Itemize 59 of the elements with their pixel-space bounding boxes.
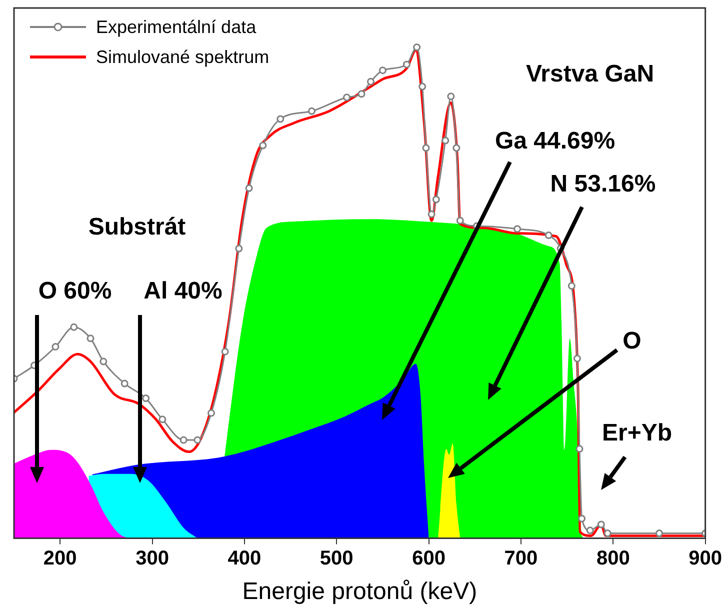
x-tick-label: 300	[136, 548, 169, 570]
point	[194, 436, 202, 444]
point	[208, 409, 216, 417]
point	[432, 196, 440, 204]
point	[276, 115, 284, 123]
annotation: Al 40%	[144, 278, 222, 305]
annotation: O 60%	[38, 278, 112, 305]
point	[86, 334, 94, 342]
point	[308, 107, 316, 115]
x-tick-label: 200	[43, 548, 77, 570]
point	[120, 380, 128, 388]
point	[378, 66, 386, 74]
point	[655, 530, 663, 538]
point	[514, 225, 522, 233]
point	[100, 358, 108, 366]
annotation: O	[622, 328, 642, 355]
point	[568, 282, 576, 290]
point	[343, 94, 351, 102]
legend-label: Experimentální data	[96, 16, 256, 38]
point	[456, 216, 464, 224]
point	[413, 44, 421, 52]
point	[578, 514, 586, 522]
point	[259, 142, 267, 150]
x-tick-label: 800	[596, 548, 630, 570]
x-tick-label: 400	[228, 548, 262, 570]
point	[70, 323, 78, 331]
annotation: Ga 44.69%	[494, 128, 616, 155]
x-tick-label: 600	[412, 548, 446, 570]
point	[447, 92, 455, 100]
point	[544, 232, 552, 240]
point	[586, 526, 594, 534]
annotation: Er+Yb	[602, 420, 672, 447]
point	[422, 144, 430, 152]
annotation: N 53.16%	[550, 170, 656, 198]
point	[358, 90, 366, 98]
point	[158, 416, 166, 424]
point	[366, 78, 374, 86]
point	[221, 348, 229, 356]
point	[428, 210, 436, 218]
point	[245, 184, 253, 192]
point	[52, 342, 60, 350]
x-tick-label: 700	[504, 548, 538, 570]
x-axis-title: Energie protonů (keV)	[242, 578, 478, 606]
point	[235, 244, 243, 252]
point	[573, 354, 581, 362]
point	[452, 144, 460, 152]
point	[418, 82, 426, 90]
annotation: Substrát	[88, 214, 186, 241]
annotation: Vrstva GaN	[526, 60, 654, 88]
x-tick-label: 900	[688, 548, 722, 570]
legend-label: Simulované spektrum	[96, 46, 270, 68]
point	[402, 60, 410, 68]
point	[576, 445, 584, 453]
point	[180, 436, 188, 444]
point	[604, 530, 612, 538]
x-tick-label: 500	[320, 548, 354, 570]
point	[442, 136, 450, 144]
point	[597, 520, 605, 528]
point	[142, 394, 150, 402]
